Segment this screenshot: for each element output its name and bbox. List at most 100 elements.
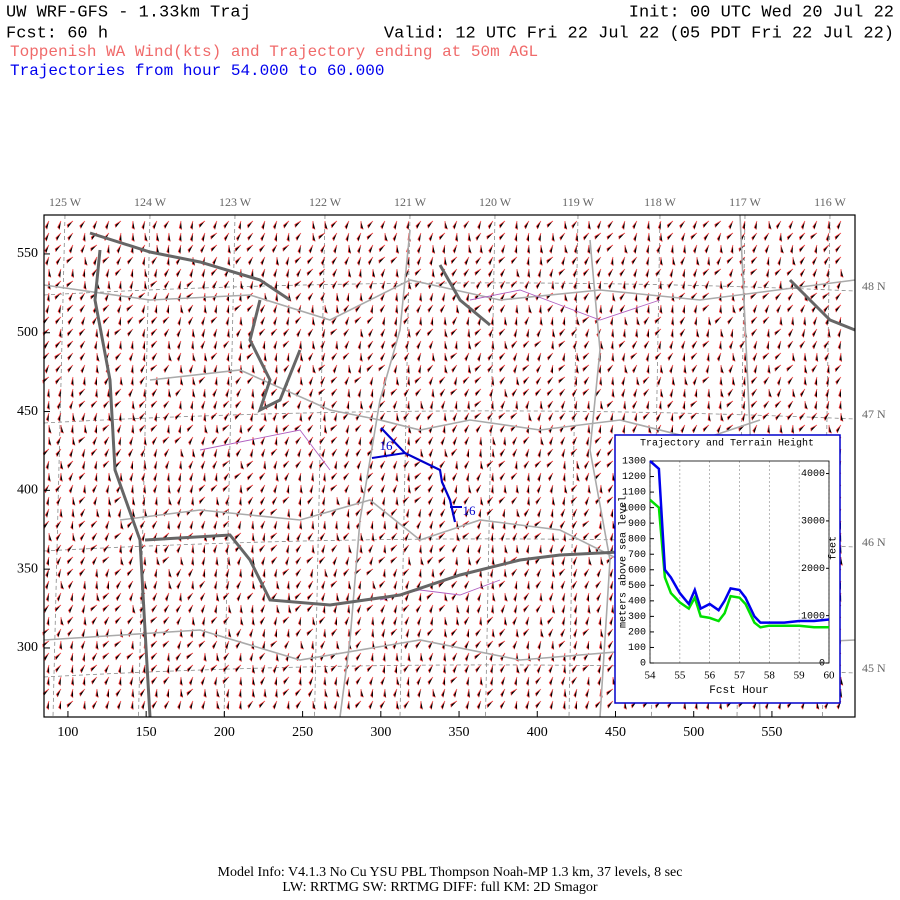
wind-barb xyxy=(299,520,303,530)
wind-barb xyxy=(586,400,590,410)
wind-barb xyxy=(214,376,218,386)
wind-barb xyxy=(645,268,650,278)
wind-barb xyxy=(619,268,626,277)
wind-barb xyxy=(246,352,254,360)
wind-barb xyxy=(596,244,602,254)
wind-barb xyxy=(166,244,170,254)
wind-barb xyxy=(751,328,758,337)
y-tick-label: 550 xyxy=(17,246,38,261)
wind-barb xyxy=(430,316,434,326)
wind-barb xyxy=(179,364,183,374)
wind-barb xyxy=(139,364,146,374)
wind-barb xyxy=(285,268,290,278)
wind-barb xyxy=(67,616,74,625)
wind-barb xyxy=(166,256,170,266)
wind-barb xyxy=(452,652,458,662)
wind-barb xyxy=(595,256,602,265)
wind-barb xyxy=(546,220,554,228)
wind-barb xyxy=(618,340,626,348)
wind-barb xyxy=(260,484,266,494)
wind-barb xyxy=(559,388,566,397)
wind-barb xyxy=(576,472,580,482)
wind-barb xyxy=(200,436,206,446)
wind-barb xyxy=(454,232,459,242)
wind-barb xyxy=(595,412,602,421)
wind-barb xyxy=(286,280,290,290)
wind-barb xyxy=(227,244,231,254)
wind-barb xyxy=(763,232,770,241)
wind-barb xyxy=(355,412,362,421)
wind-barb xyxy=(827,220,831,230)
wind-barb xyxy=(702,424,710,432)
wind-barb xyxy=(535,280,542,289)
wind-barb xyxy=(151,352,158,361)
wind-barb xyxy=(142,664,146,674)
wind-barb xyxy=(814,244,818,254)
wind-barb xyxy=(143,580,148,590)
wind-barb xyxy=(344,316,350,326)
wind-barb xyxy=(681,280,686,290)
wind-barb xyxy=(547,448,554,457)
wind-barb xyxy=(288,604,292,614)
wind-barb xyxy=(261,592,266,602)
wind-barb xyxy=(587,484,591,494)
wind-barb xyxy=(203,412,207,422)
wind-barb xyxy=(322,520,327,530)
wind-barb xyxy=(380,472,386,482)
y-tick-label: 300 xyxy=(17,640,38,655)
wind-barb xyxy=(455,556,459,566)
wind-barb xyxy=(286,520,290,530)
wind-barb xyxy=(117,508,122,518)
wind-barb xyxy=(571,328,578,337)
x-tick-label: 400 xyxy=(527,725,548,740)
wind-barb xyxy=(514,460,518,470)
wind-barb xyxy=(189,484,194,494)
wind-barb xyxy=(618,232,626,240)
wind-barb xyxy=(275,472,279,482)
wind-barb xyxy=(523,220,530,230)
wind-barb xyxy=(130,364,134,374)
wind-barb xyxy=(191,556,195,566)
wind-barb xyxy=(347,604,351,614)
wind-barb xyxy=(167,388,172,398)
wind-barb xyxy=(378,532,386,540)
wind-barb xyxy=(499,280,506,290)
wind-barb xyxy=(270,532,278,540)
wind-barb xyxy=(276,580,280,590)
wind-barb xyxy=(570,448,578,456)
wind-barb xyxy=(46,400,50,410)
wind-barb xyxy=(90,244,98,252)
wind-barb xyxy=(150,652,158,660)
wind-barb xyxy=(236,592,242,602)
wind-barb xyxy=(200,460,206,470)
wind-barb xyxy=(510,280,518,288)
wind-barb xyxy=(59,640,63,650)
wind-barb xyxy=(176,544,182,554)
wind-barb xyxy=(272,412,278,422)
wind-barb xyxy=(571,412,578,421)
wind-barb xyxy=(512,364,518,374)
wind-barb xyxy=(212,388,218,398)
wind-barb xyxy=(331,280,338,290)
wind-barb xyxy=(503,568,507,578)
wind-barb xyxy=(212,328,218,338)
wind-barb xyxy=(94,472,98,482)
wind-barb xyxy=(127,256,134,265)
wind-barb xyxy=(679,220,686,229)
wind-barb xyxy=(595,580,602,589)
wind-barb xyxy=(498,232,506,241)
wind-barb xyxy=(168,352,172,362)
wind-barb xyxy=(250,568,254,578)
wind-barb xyxy=(465,292,470,302)
wind-barb xyxy=(322,412,326,422)
wind-barb xyxy=(154,304,158,314)
wind-barb xyxy=(549,244,554,254)
wind-barb xyxy=(368,436,374,446)
wind-barb xyxy=(428,652,434,662)
wind-barb xyxy=(491,556,495,566)
wind-barb xyxy=(427,664,434,674)
wind-barb xyxy=(561,496,566,506)
wind-barb xyxy=(574,376,578,386)
wind-barb xyxy=(91,616,98,625)
wind-barb xyxy=(607,220,614,229)
